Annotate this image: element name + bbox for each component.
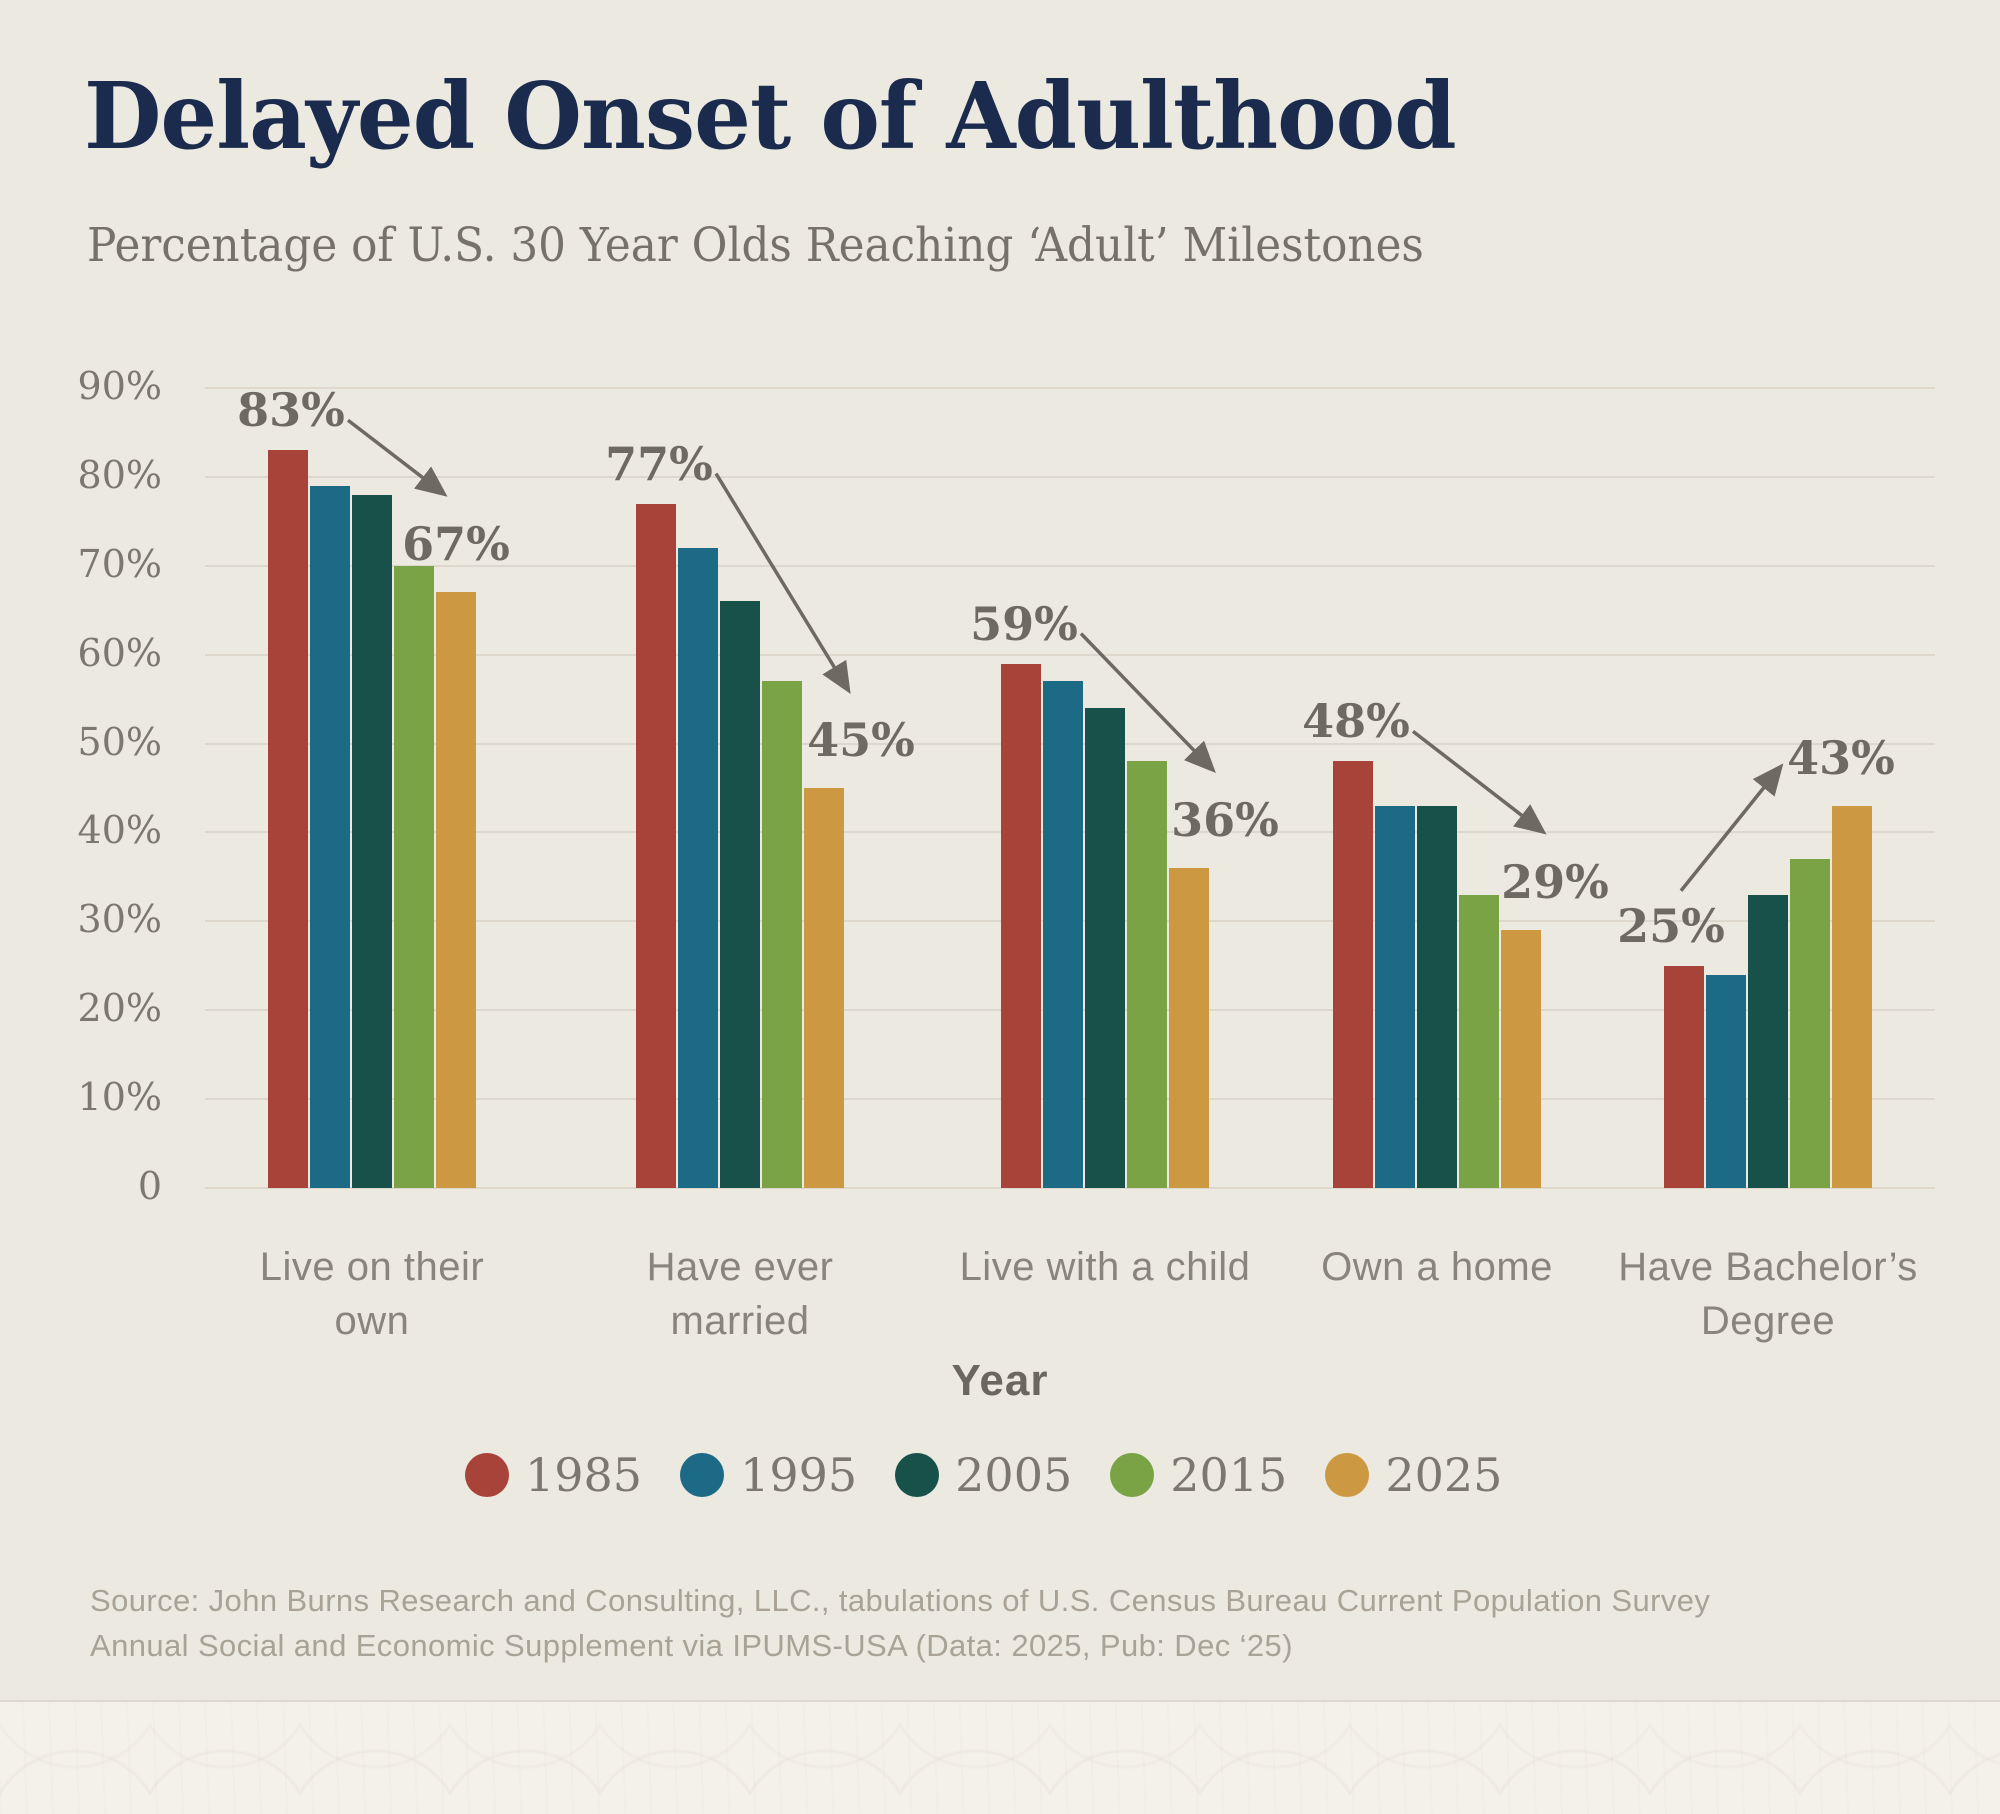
bar-2025-4 xyxy=(1832,805,1872,1188)
bar-1995-2 xyxy=(1043,681,1083,1188)
bar-2005-1 xyxy=(720,601,760,1188)
x-axis-category-label: Have ever married xyxy=(646,1245,834,1343)
data-label: 36% xyxy=(1171,793,1279,847)
gridline xyxy=(205,564,1935,567)
legend-year-label: 2005 xyxy=(955,1448,1073,1502)
legend-color-dot xyxy=(1110,1453,1155,1497)
y-axis-tick: 40% xyxy=(77,808,162,853)
legend-item-1995: 1995 xyxy=(680,1448,857,1502)
page-subtitle: Percentage of U.S. 30 Year Olds Reaching… xyxy=(87,218,1424,273)
data-label: 48% xyxy=(1302,694,1410,749)
data-label: 45% xyxy=(807,713,915,767)
bar-2015-0 xyxy=(394,565,434,1188)
x-axis-category-label: Own a home xyxy=(1321,1245,1553,1289)
bar-1995-3 xyxy=(1375,805,1415,1188)
chart-legend: 1985 1995 2005 2015 2025 xyxy=(465,1448,1502,1502)
bar-2005-2 xyxy=(1085,708,1125,1188)
legend-year-label: 2015 xyxy=(1170,1448,1288,1502)
gridline xyxy=(205,1187,1935,1189)
bar-1985-0 xyxy=(268,450,308,1188)
y-axis-tick: 60% xyxy=(77,630,162,675)
x-axis-category-label: Have Bachelor’s Degree xyxy=(1618,1245,1918,1343)
y-axis-tick: 70% xyxy=(77,541,162,586)
data-label: 83% xyxy=(237,383,345,438)
legend-item-2005: 2005 xyxy=(895,1448,1072,1502)
trend-arrow xyxy=(1679,763,1784,892)
legend-item-1985: 1985 xyxy=(465,1448,642,1502)
bar-2025-0 xyxy=(436,592,476,1188)
y-axis-tick: 10% xyxy=(77,1075,162,1120)
gridline xyxy=(205,475,1935,478)
legend-year-label: 2025 xyxy=(1385,1448,1503,1502)
y-axis-tick: 80% xyxy=(77,452,162,497)
bar-1985-2 xyxy=(1001,663,1041,1188)
gridline xyxy=(205,653,1935,656)
y-axis-tick: 50% xyxy=(77,719,162,764)
bar-2015-2 xyxy=(1127,761,1167,1188)
legend-year-label: 1995 xyxy=(740,1448,858,1502)
y-axis-tick: 20% xyxy=(77,986,162,1031)
bar-2015-4 xyxy=(1790,859,1830,1188)
data-label: 59% xyxy=(970,596,1078,651)
y-axis-tick: 90% xyxy=(77,364,162,408)
legend-color-dot xyxy=(465,1453,509,1497)
bar-1985-4 xyxy=(1664,965,1704,1188)
source-note: Source: John Burns Research and Consulti… xyxy=(90,1578,1710,1668)
bar-1995-0 xyxy=(310,485,350,1188)
x-axis-category-label: Live with a child xyxy=(959,1245,1251,1289)
bar-2015-3 xyxy=(1459,894,1499,1188)
bar-2005-0 xyxy=(352,494,392,1188)
legend-color-dot xyxy=(1325,1453,1370,1497)
data-label: 67% xyxy=(402,517,510,572)
bar-1985-3 xyxy=(1333,761,1373,1188)
data-label: 29% xyxy=(1501,855,1609,910)
bar-2025-3 xyxy=(1501,930,1541,1188)
x-axis-title: Year xyxy=(951,1356,1049,1405)
y-axis-tick: 30% xyxy=(77,897,162,942)
bar-2025-1 xyxy=(804,788,844,1188)
bar-2005-4 xyxy=(1748,894,1788,1188)
bar-1995-1 xyxy=(678,548,718,1188)
gridline xyxy=(205,387,1935,389)
source-line: Source: John Burns Research and Consulti… xyxy=(90,1583,1711,1618)
legend-year-label: 1985 xyxy=(525,1448,643,1502)
legend-color-dot xyxy=(895,1453,940,1497)
bar-2015-1 xyxy=(762,681,802,1188)
trend-arrow xyxy=(346,418,448,497)
data-label: 77% xyxy=(605,436,713,491)
data-label: 43% xyxy=(1787,730,1895,785)
legend-item-2015: 2015 xyxy=(1110,1448,1287,1502)
bar-1995-4 xyxy=(1706,974,1746,1188)
page-title: Delayed Onset of Adulthood xyxy=(84,62,1457,170)
x-axis-category-label: Live on their own xyxy=(259,1245,485,1343)
footer-band: More charts: a16z.news/subscribe A1 Z xyxy=(0,1700,2000,1814)
legend-color-dot xyxy=(680,1453,725,1497)
legend-item-2025: 2025 xyxy=(1325,1448,1502,1502)
bar-2025-2 xyxy=(1169,868,1209,1188)
data-label: 25% xyxy=(1617,898,1725,953)
source-line: Annual Social and Economic Supplement vi… xyxy=(90,1628,1293,1663)
bar-2005-3 xyxy=(1417,805,1457,1188)
y-axis-tick: 0 xyxy=(137,1164,162,1208)
bar-1985-1 xyxy=(636,503,676,1188)
